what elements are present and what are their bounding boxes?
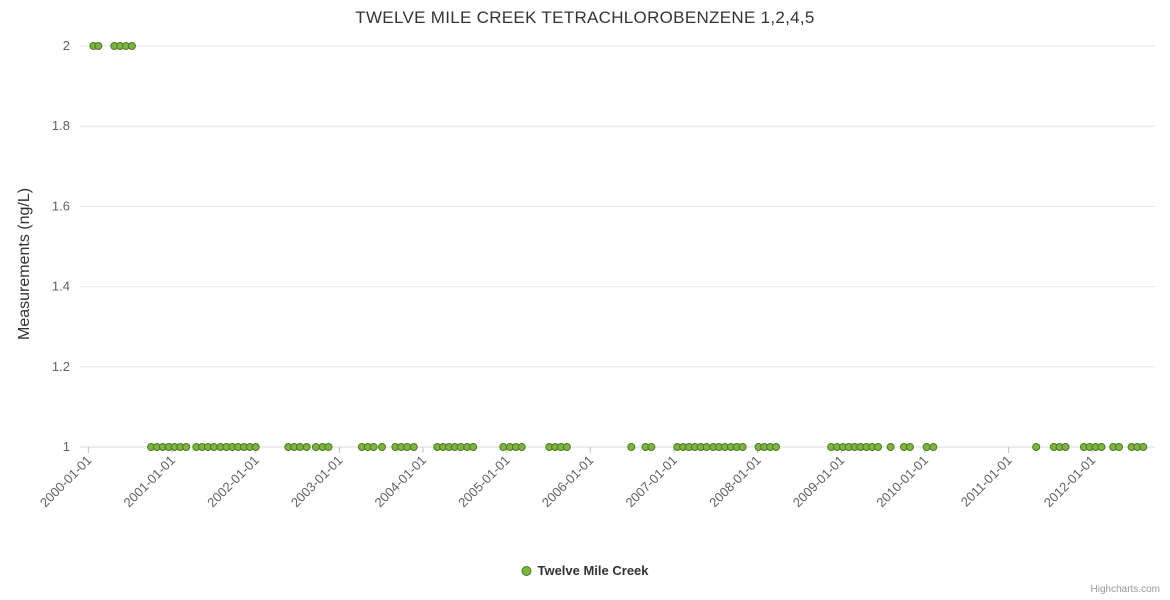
data-point[interactable] [378, 443, 386, 451]
data-point[interactable] [403, 443, 412, 451]
data-point[interactable] [369, 443, 378, 451]
x-axis-tick-label: 2000-01-01 [37, 453, 95, 511]
credits-link[interactable]: Highcharts.com [1090, 584, 1160, 595]
x-axis-tick-label: 2006-01-01 [539, 453, 597, 511]
x-axis-tick-label: 2002-01-01 [204, 453, 262, 511]
data-point[interactable] [1097, 443, 1106, 451]
data-point[interactable] [702, 443, 711, 451]
x-axis-tick-label: 2011-01-01 [958, 453, 1015, 510]
x-axis-tick-label: 2012-01-01 [1041, 453, 1099, 511]
x-axis-tick-label: 2008-01-01 [706, 453, 764, 511]
y-axis-tick-label: 2 [63, 38, 70, 53]
data-point[interactable] [517, 443, 526, 451]
data-point[interactable] [311, 443, 320, 451]
y-axis-tick-label: 1 [63, 439, 70, 454]
data-point[interactable] [409, 443, 418, 451]
y-axis-tick-label: 1.8 [52, 118, 70, 133]
y-axis-tick-label: 1.6 [52, 198, 70, 213]
data-point[interactable] [772, 443, 780, 451]
data-point[interactable] [469, 443, 478, 451]
data-point[interactable] [1061, 443, 1070, 451]
y-axis-tick-label: 1.2 [52, 359, 70, 374]
data-point[interactable] [127, 42, 136, 50]
data-point[interactable] [499, 443, 508, 451]
data-point[interactable] [905, 443, 914, 451]
data-point[interactable] [738, 443, 747, 451]
data-point[interactable] [922, 443, 931, 451]
data-point[interactable] [1139, 443, 1148, 451]
x-axis-tick-label: 2009-01-01 [790, 453, 848, 511]
data-point[interactable] [929, 443, 938, 451]
x-axis-tick-label: 2007-01-01 [622, 453, 680, 511]
data-point[interactable] [647, 443, 656, 451]
data-point[interactable] [302, 443, 311, 451]
x-axis-tick-label: 2010-01-01 [873, 453, 931, 511]
x-axis-tick-label: 2004-01-01 [371, 453, 429, 511]
x-axis-tick-label: 2003-01-01 [288, 453, 346, 511]
x-axis-tick-label: 2001-01-01 [121, 453, 179, 511]
data-point[interactable] [627, 443, 636, 451]
data-point[interactable] [182, 443, 191, 451]
data-point[interactable] [456, 443, 465, 451]
data-point[interactable] [886, 443, 895, 451]
y-axis-tick-label: 1.4 [52, 279, 70, 294]
x-axis-tick-label: 2005-01-01 [455, 453, 513, 511]
data-point[interactable] [1032, 443, 1041, 451]
data-point[interactable] [251, 443, 260, 451]
data-point[interactable] [1115, 443, 1123, 451]
data-point[interactable] [296, 443, 304, 451]
legend-label: Twelve Mile Creek [537, 563, 649, 578]
data-point[interactable] [209, 443, 218, 451]
data-point[interactable] [94, 42, 103, 50]
chart-title: TWELVE MILE CREEK TETRACHLOROBENZENE 1,2… [355, 8, 815, 27]
legend-item[interactable]: Twelve Mile Creek [521, 563, 649, 578]
legend-marker-icon [521, 565, 532, 576]
data-point[interactable] [874, 443, 883, 451]
data-point[interactable] [324, 443, 333, 451]
data-point[interactable] [562, 443, 571, 451]
